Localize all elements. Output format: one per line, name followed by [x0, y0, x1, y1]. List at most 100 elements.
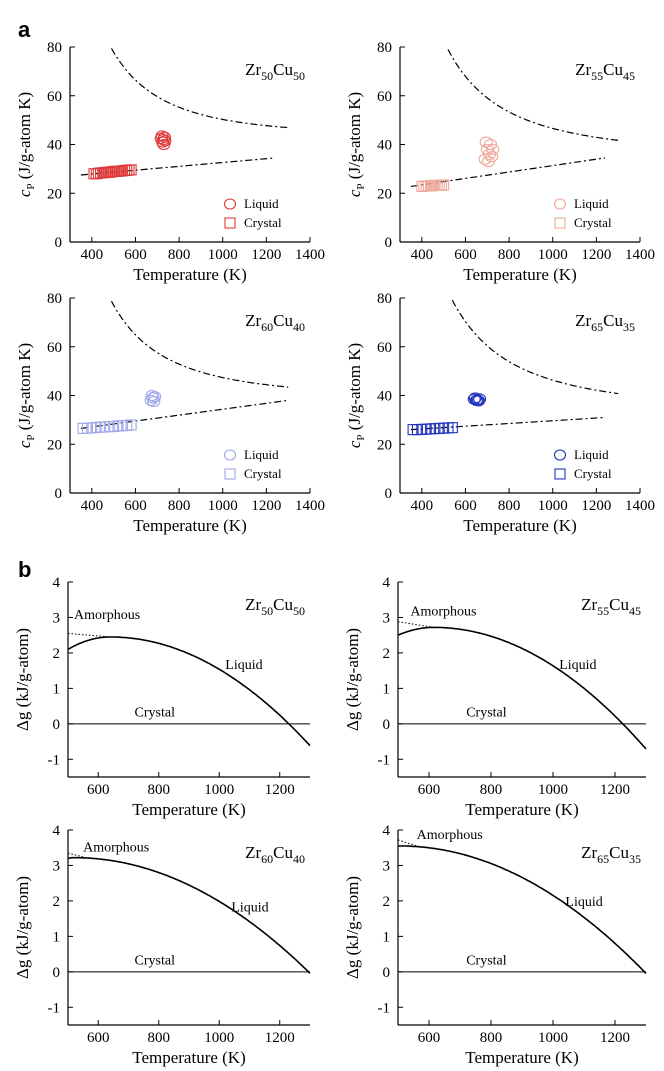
alloy-label: Zr60Cu40: [245, 843, 305, 866]
x-tick-label: 1000: [204, 1030, 234, 1046]
alloy-element: Cu: [603, 60, 623, 79]
legend-crystal-marker: [224, 468, 236, 480]
y-tick-label: 40: [377, 138, 392, 154]
y-tick-label: 3: [53, 858, 61, 874]
legend-crystal-marker: [554, 217, 566, 229]
alloy-subscript: 50: [293, 69, 305, 83]
alloy-subscript: 65: [597, 852, 609, 866]
y-tick-label: 20: [47, 186, 62, 202]
y-tick-label: -1: [378, 1000, 391, 1016]
y-tick-label: 0: [383, 717, 391, 733]
amorphous-label: Amorphous: [83, 840, 149, 855]
y-tick-label: -1: [48, 752, 61, 768]
y-tick-label: 3: [53, 610, 61, 626]
y-tick-label: 4: [383, 575, 391, 591]
liquid-point: [485, 151, 499, 163]
y-tick-label: -1: [378, 752, 391, 768]
x-axis-label: Temperature (K): [465, 1048, 579, 1067]
y-axis-label: cP (J/g-atom K): [15, 92, 37, 197]
x-axis-label: Temperature (K): [132, 800, 246, 819]
x-tick-label: 600: [454, 498, 477, 514]
alloy-subscript: 60: [261, 852, 273, 866]
alloy-element: Zr: [245, 595, 261, 614]
legend-crystal-marker: [554, 468, 566, 480]
alloy-element: Cu: [273, 311, 293, 330]
legend-crystal-label: Crystal: [244, 215, 282, 230]
liquid-point: [479, 136, 493, 148]
y-tick-label: 60: [377, 340, 392, 356]
x-tick-label: 400: [81, 247, 104, 263]
x-tick-label: 400: [411, 498, 434, 514]
chart-b-1: 600 800 1000 1200 -1 0 1 2 3 4 Temperature (K) Δg (…: [13, 575, 311, 819]
x-tick-label: 1200: [265, 782, 295, 798]
y-tick-label: 80: [377, 291, 392, 307]
x-tick-label: 600: [124, 247, 147, 263]
y-tick-label: 2: [383, 646, 391, 662]
x-tick-label: 1200: [581, 498, 611, 514]
y-tick-label: 2: [53, 894, 61, 910]
y-label-sub: P: [355, 434, 367, 440]
alloy-element: Zr: [575, 311, 591, 330]
x-axis-label: Temperature (K): [133, 516, 247, 535]
crystal-fit-line: [80, 399, 289, 430]
y-tick-label: 0: [385, 235, 393, 251]
legend-liquid-label: Liquid: [574, 447, 609, 462]
x-tick-label: 1200: [600, 782, 630, 798]
crystal-label: Crystal: [466, 706, 507, 721]
x-tick-label: 800: [168, 247, 191, 263]
alloy-label: Zr55Cu45: [581, 595, 641, 618]
y-tick-label: 0: [55, 235, 63, 251]
x-tick-label: 600: [87, 1030, 110, 1046]
legend-crystal-label: Crystal: [574, 466, 612, 481]
y-axis-label: Δg (kJ/g-atom): [343, 628, 362, 731]
y-tick-label: 60: [47, 89, 62, 105]
legend-liquid-marker: [553, 449, 567, 461]
legend-crystal-label: Crystal: [244, 466, 282, 481]
y-tick-label: 1: [383, 929, 391, 945]
y-tick-label: 3: [383, 858, 391, 874]
legend-liquid-marker: [223, 449, 237, 461]
alloy-subscript: 50: [261, 604, 273, 618]
y-axis-label: cP (J/g-atom K): [345, 92, 367, 197]
x-axis-label: Temperature (K): [463, 516, 577, 535]
alloy-subscript: 60: [261, 320, 273, 334]
x-tick-label: 600: [87, 782, 110, 798]
x-tick-label: 1200: [251, 247, 281, 263]
crystal-point: [125, 419, 137, 431]
x-tick-label: 1400: [295, 247, 325, 263]
y-tick-label: 4: [383, 823, 391, 839]
y-tick-label: 1: [383, 681, 391, 697]
x-tick-label: 600: [418, 782, 441, 798]
crystal-fit-line: [410, 157, 606, 188]
y-axis-label: Δg (kJ/g-atom): [13, 876, 32, 979]
legend-liquid-marker: [553, 198, 567, 210]
chart-b-4: 600 800 1000 1200 -1 0 1 2 3 4 Temperature (K) Δg (…: [343, 823, 647, 1067]
x-tick-label: 1000: [538, 247, 568, 263]
liquid-fit-line: [451, 299, 619, 395]
y-label-unit: (J/g-atom K): [15, 92, 34, 184]
alloy-subscript: 65: [591, 320, 603, 334]
y-axis-label: cP (J/g-atom K): [345, 343, 367, 448]
y-label-c: c: [15, 440, 34, 448]
y-tick-label: 0: [385, 486, 393, 502]
alloy-element: Cu: [609, 595, 629, 614]
alloy-subscript: 40: [293, 320, 305, 334]
amorphous-line: [397, 621, 434, 628]
x-tick-label: 800: [480, 782, 503, 798]
y-tick-label: 1: [53, 929, 61, 945]
alloy-element: Zr: [575, 60, 591, 79]
y-tick-label: 80: [47, 291, 62, 307]
y-label-sub: P: [25, 183, 37, 189]
chart-a-4: 400 600 800 1000 1200 1400 0 20 40 60 80 Temperatur…: [345, 291, 655, 535]
alloy-subscript: 50: [293, 604, 305, 618]
y-label-c: c: [345, 440, 364, 448]
chart-a-2: 400 600 800 1000 1200 1400 0 20 40 60 80 Temperatur…: [345, 40, 655, 284]
x-tick-label: 1200: [581, 247, 611, 263]
alloy-element: Cu: [603, 311, 623, 330]
liquid-point: [486, 143, 500, 155]
y-tick-label: 20: [47, 437, 62, 453]
x-axis-label: Temperature (K): [132, 1048, 246, 1067]
x-axis-label: Temperature (K): [463, 265, 577, 284]
crystal-point: [446, 422, 458, 434]
y-axis-label: cP (J/g-atom K): [15, 343, 37, 448]
